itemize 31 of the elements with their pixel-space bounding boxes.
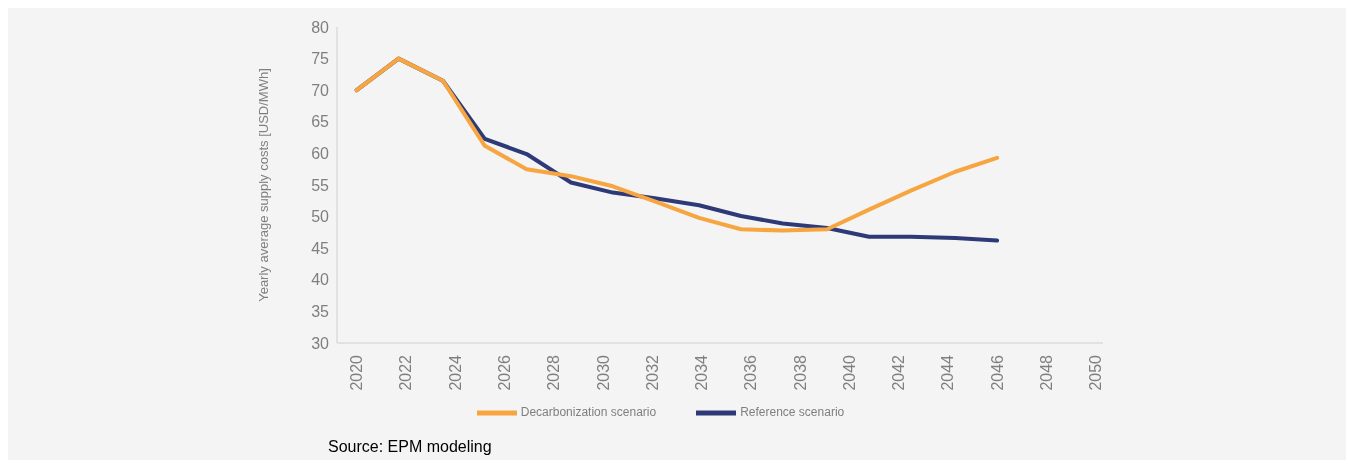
x-tick-label: 2038 [791,354,809,391]
y-tick-label: 65 [311,113,330,131]
x-tick-label: 2022 [397,354,415,391]
x-tick-label: 2030 [594,354,612,391]
y-axis-title: Yearly average supply costs [USD/MWh] [255,68,271,302]
x-tick-label: 2020 [348,354,366,391]
x-tick-label: 2026 [495,354,513,391]
x-tick-label: 2046 [988,354,1006,391]
x-tick-label: 2040 [840,354,858,391]
y-tick-label: 45 [311,239,330,257]
x-tick-label: 2024 [446,354,464,391]
source-note: Source: EPM modeling [327,438,493,457]
legend-label: Reference scenario [740,405,845,420]
y-tick-label: 60 [311,145,330,163]
y-tick-label: 55 [311,176,330,194]
legend-label: Decarbonization scenario [520,405,657,420]
x-tick-label: 2042 [890,354,908,391]
x-tick-label: 2028 [545,354,563,391]
x-tick-label: 2034 [693,354,711,391]
y-tick-label: 35 [311,303,330,321]
y-tick-label: 30 [311,334,330,352]
x-tick-label: 2032 [643,354,661,391]
y-tick-label: 75 [311,50,330,68]
y-tick-label: 40 [311,271,330,289]
x-tick-label: 2036 [742,354,760,391]
x-tick-label: 2044 [939,354,957,391]
y-tick-label: 80 [311,18,330,36]
y-tick-label: 70 [311,81,330,99]
x-tick-label: 2050 [1087,354,1105,391]
x-tick-label: 2048 [1037,354,1055,391]
y-tick-label: 50 [311,208,330,226]
